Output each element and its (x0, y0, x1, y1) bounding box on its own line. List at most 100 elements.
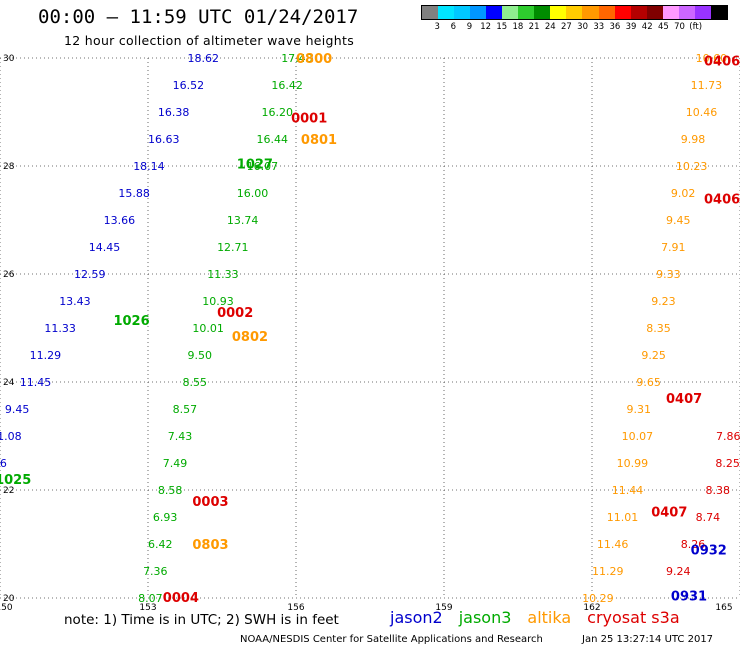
color-scale-bar (421, 5, 728, 20)
color-swatch (630, 6, 647, 19)
wave-height-value: 11.33 (44, 322, 76, 335)
wave-height-value: 9.98 (681, 133, 706, 146)
wave-height-value: 11.73 (691, 79, 723, 92)
wave-height-value: 7.43 (168, 430, 193, 443)
x-tick-label: 159 (435, 603, 452, 613)
wave-height-value: 9.45 (5, 403, 30, 416)
wave-height-value: 13.43 (59, 295, 90, 308)
track-time-labels: 0800 0001 0801 1027 0002 1026 0802 1025 0003 0803… (0, 52, 740, 606)
y-tick-label: 22 (3, 486, 14, 496)
color-scale-label: 15 (496, 22, 508, 32)
page-title: 00:00 – 11:59 UTC 01/24/2017 (38, 6, 359, 28)
color-swatch (454, 6, 471, 19)
wave-height-value: 8.07 (138, 592, 163, 605)
wave-height-value: 7.86 (716, 430, 740, 443)
wave-height-value: 16.00 (237, 187, 268, 200)
color-scale-label: 27 (560, 22, 572, 32)
pass-time-label: 0802 (232, 330, 268, 345)
color-swatch (614, 6, 631, 19)
map-grid (0, 57, 740, 599)
wave-height-value: 8.74 (696, 511, 721, 524)
pass-time-label: 1027 (237, 157, 273, 172)
wave-height-value: 16.07 (247, 160, 279, 173)
color-scale-label: 36 (609, 22, 621, 32)
wave-height-value: 6.42 (148, 538, 173, 551)
credit-text: NOAA/NESDIS Center for Satellite Applica… (240, 634, 543, 645)
pass-time-label: 0001 (291, 111, 327, 126)
wave-height-value: 9.33 (656, 268, 681, 281)
wave-height-value: 9.50 (187, 349, 212, 362)
color-swatch (550, 6, 567, 19)
color-scale-label: 70 (674, 22, 685, 32)
wave-height-value: 16.38 (158, 106, 190, 119)
color-swatch (518, 6, 535, 19)
wave-height-value: 16.20 (261, 106, 293, 119)
y-tick-label: 30 (3, 54, 15, 64)
wave-height-value: 10.23 (676, 160, 708, 173)
pass-time-label: 0407 (666, 392, 702, 407)
wave-height-value: 16.42 (271, 79, 303, 92)
wave-height-value: 10.60 (696, 52, 728, 65)
wave-height-value: 9.24 (666, 565, 691, 578)
y-tick-label: 28 (3, 162, 15, 172)
color-swatch (470, 6, 487, 19)
pass-time-label: 0002 (217, 306, 253, 321)
pass-time-label: 1025 (0, 473, 31, 488)
pass-time-label: 0801 (301, 133, 337, 148)
color-swatch (534, 6, 551, 19)
pass-time-label: 0931 (671, 589, 707, 604)
y-tick-label: 24 (3, 378, 15, 388)
pass-time-label: 0800 (296, 52, 332, 67)
pass-time-label: 0004 (163, 591, 199, 606)
wave-height-value: 9.45 (666, 214, 691, 227)
color-scale-label: 21 (528, 22, 540, 32)
wave-height-value: 18.62 (187, 52, 219, 65)
map-axis-ticks: 150 153 156 159 162 165 20 22 24 26 28 30 (0, 54, 733, 613)
color-scale-label: 9 (466, 22, 473, 32)
color-swatch (694, 6, 711, 19)
wave-height-value: 16.44 (257, 133, 289, 146)
color-swatch (422, 6, 439, 19)
pass-time-label: 0932 (691, 543, 727, 558)
wave-height-value: 10.99 (617, 457, 649, 470)
color-swatch (598, 6, 615, 19)
wave-height-value: 11.45 (20, 376, 52, 389)
pass-time-label: 0803 (192, 538, 228, 553)
wave-height-value: 7.91 (661, 241, 686, 254)
wave-height-value: 12.59 (74, 268, 106, 281)
wave-height-value: 8.35 (646, 322, 671, 335)
color-scale-label: 33 (593, 22, 605, 32)
x-tick-label: 156 (287, 603, 304, 613)
wave-height-value: 9.65 (636, 376, 661, 389)
wave-height-value: 9.23 (651, 295, 676, 308)
wave-height-value: 10.46 (686, 106, 718, 119)
wave-height-value: 16.52 (173, 79, 205, 92)
color-swatch (438, 6, 455, 19)
wave-height-value: 9.02 (671, 187, 696, 200)
satellite-legend: jason2 jason3 altika cryosat s3a (390, 608, 680, 627)
wave-height-value: 11.08 (0, 430, 22, 443)
generated-timestamp: Jan 25 13:27:14 UTC 2017 (582, 634, 714, 645)
wave-height-value: 11.29 (592, 565, 624, 578)
color-swatch (582, 6, 599, 19)
wave-height-value: 8.57 (173, 403, 198, 416)
wave-height-value: 12.71 (217, 241, 249, 254)
color-scale-label: 24 (544, 22, 556, 32)
color-scale-label: 3 (434, 22, 440, 32)
wave-height-value: 11.33 (207, 268, 239, 281)
wave-height-value: 11.01 (607, 511, 639, 524)
wave-height-value: 9.25 (641, 349, 666, 362)
color-scale-label: 6 (450, 22, 457, 32)
wave-height-value: 10.16 (0, 457, 7, 470)
color-scale-label: 12 (480, 22, 492, 32)
color-scale-labels: 3 6 9 12 15 18 21 24 27 30 33 36 39 42 45 70 (ft) (421, 22, 731, 34)
wave-height-value: 10.01 (192, 322, 224, 335)
page-subtitle: 12 hour collection of altimeter wave hei… (64, 33, 355, 48)
color-swatch (502, 6, 519, 19)
color-scale-label: 39 (625, 22, 637, 32)
footer-note: note: 1) Time is in UTC; 2) SWH is in fe… (64, 612, 339, 628)
pass-time-label: 0407 (651, 506, 687, 521)
color-scale-label: 18 (512, 22, 524, 32)
wave-height-value: 8.26 (681, 538, 706, 551)
legend-entry-jason3: jason3 (458, 608, 512, 627)
